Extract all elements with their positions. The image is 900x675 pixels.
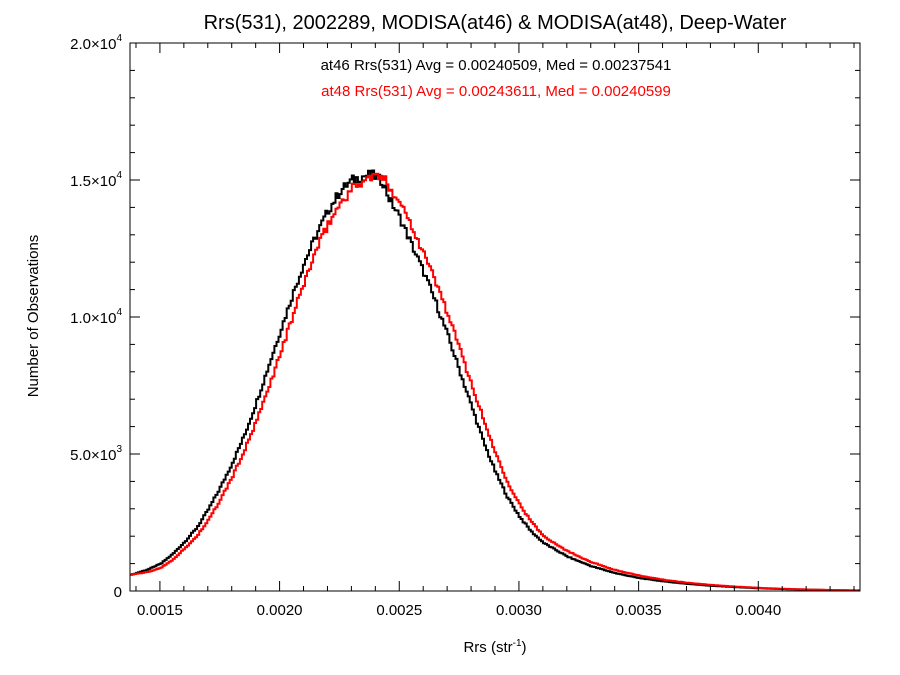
x-axis-label-base: Rrs (str: [463, 639, 512, 656]
x-axis-label: Rrs (str-1): [463, 638, 526, 656]
y-tick-label: 5.0×103: [70, 444, 122, 464]
ticks-layer: 0.0015 0.0020 0.0025 0.0030 0.0035 0.0040 0 5.0…: [70, 33, 860, 619]
chart-title: Rrs(531), 2002289, MODISA(at46) & MODISA…: [204, 12, 787, 34]
y-axis-label: Number of Observations: [25, 235, 42, 398]
x-axis-label-sup: -1: [513, 638, 522, 649]
y-tick-label: 1.0×104: [70, 307, 122, 327]
series-layer: [130, 169, 860, 592]
x-tick-label: 0.0025: [376, 602, 422, 619]
x-axis-label-close: ): [522, 639, 527, 656]
annotation-at48: at48 Rrs(531) Avg = 0.00243611, Med = 0.…: [321, 83, 671, 100]
x-tick-label: 0.0040: [735, 602, 781, 619]
x-tick-label: 0.0020: [257, 602, 303, 619]
x-tick-label: 0.0015: [137, 602, 183, 619]
x-tick-label: 0.0035: [616, 602, 662, 619]
y-tick-label: 0: [114, 584, 122, 601]
y-tick-label: 2.0×104: [70, 33, 122, 53]
x-tick-label: 0.0030: [496, 602, 542, 619]
series-at48: [130, 172, 860, 592]
y-tick-label: 1.5×104: [70, 170, 122, 190]
annotation-at46: at46 Rrs(531) Avg = 0.00240509, Med = 0.…: [321, 57, 672, 74]
